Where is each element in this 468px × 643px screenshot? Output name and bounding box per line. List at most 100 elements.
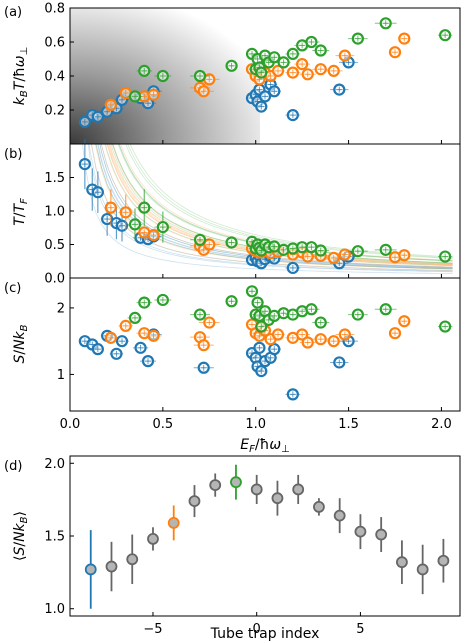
- panel-label-d: (d): [4, 459, 22, 474]
- model-curve: [82, 144, 453, 274]
- data-point: [388, 327, 402, 340]
- data-point: [104, 98, 117, 112]
- data-point: [268, 51, 281, 64]
- data-series: [127, 17, 453, 103]
- data-point: [375, 517, 388, 552]
- data-point: [439, 29, 452, 42]
- data-point: [379, 303, 392, 316]
- panel-b-ylabel: T/TF: [12, 198, 30, 226]
- y-tick-label: 0.0: [44, 272, 65, 287]
- data-point: [338, 248, 351, 261]
- data-point: [286, 108, 299, 122]
- panel-b: 0.0 0.5 1.0 1.5 (b) T/TF: [4, 139, 461, 287]
- data-point: [314, 244, 327, 257]
- data-point: [301, 68, 314, 81]
- data-point: [292, 474, 305, 504]
- data-point: [156, 69, 169, 83]
- data-point: [188, 485, 201, 518]
- data-point: [305, 241, 318, 254]
- x-tick-label: 0: [253, 622, 261, 637]
- data-point: [119, 319, 132, 332]
- marker: [333, 509, 346, 522]
- data-point: [193, 69, 207, 83]
- y-tick-label: 1: [57, 368, 65, 383]
- data-point: [255, 365, 268, 378]
- data-point: [115, 219, 129, 232]
- marker: [209, 479, 222, 491]
- data-point: [338, 328, 351, 341]
- data-point: [398, 32, 411, 45]
- y-tick-label: 2: [57, 301, 65, 316]
- marker: [396, 556, 408, 569]
- data-point: [286, 261, 299, 275]
- data-point: [271, 64, 285, 78]
- data-point: [379, 17, 392, 30]
- marker: [271, 492, 284, 505]
- data-point: [351, 308, 364, 321]
- y-tick-label: 1.0: [44, 205, 65, 220]
- data-point: [271, 328, 285, 341]
- marker: [188, 495, 201, 507]
- y-tick-label: 0.2: [44, 104, 65, 119]
- data-point: [437, 538, 450, 583]
- data-point: [286, 388, 299, 401]
- data-point: [193, 308, 207, 321]
- data-point: [128, 311, 142, 324]
- data-point: [225, 295, 238, 308]
- panel-a-ylabel: kBT/ħω⊥: [12, 47, 30, 105]
- data-point: [128, 218, 142, 231]
- data-point: [439, 320, 452, 333]
- panel-c-ylabel: S/NkB: [12, 324, 30, 363]
- data-point: [245, 285, 259, 298]
- data-point: [277, 56, 290, 69]
- data-point: [197, 85, 210, 98]
- x-tick-label: 1.5: [338, 417, 359, 432]
- data-point: [398, 249, 411, 262]
- data-point: [225, 236, 238, 249]
- marker: [167, 517, 180, 529]
- data-point: [301, 336, 314, 349]
- data-point: [193, 233, 207, 246]
- data-point: [388, 46, 402, 59]
- y-tick-label: 0.8: [44, 2, 65, 17]
- data-point: [147, 229, 160, 242]
- data-point: [351, 32, 364, 45]
- marker: [126, 553, 139, 566]
- data-point: [119, 206, 132, 219]
- data-point: [286, 47, 299, 61]
- panel-c-frame: [69, 277, 461, 412]
- data-point: [105, 541, 118, 592]
- x-tick-label: 0.5: [153, 417, 174, 432]
- data-point: [91, 110, 104, 123]
- y-tick-label: 1.5: [44, 530, 65, 545]
- data-point: [255, 66, 268, 79]
- data-point: [313, 498, 325, 516]
- y-tick-label: 1.0: [44, 602, 65, 617]
- data-point: [253, 341, 266, 354]
- data-point: [286, 66, 299, 79]
- data-point: [439, 250, 452, 263]
- data-point: [296, 57, 309, 71]
- data-point: [327, 335, 340, 348]
- data-point: [296, 328, 309, 341]
- data-point: [314, 316, 327, 329]
- panel-c: 1 2 0.0 0.5 1.0 1.5 2.0 (c) S/NkB EF/ħω⊥: [4, 277, 461, 455]
- data-point: [398, 315, 411, 328]
- data-point: [250, 474, 263, 504]
- data-point: [327, 251, 340, 264]
- data-point: [225, 59, 238, 72]
- marker: [354, 525, 367, 538]
- data-point: [258, 305, 272, 318]
- data-point: [104, 331, 117, 344]
- data-point: [91, 343, 104, 356]
- data-point: [167, 505, 180, 541]
- data-point: [251, 296, 264, 309]
- data-point: [104, 201, 117, 214]
- data-point: [147, 527, 159, 551]
- y-tick-label: 1.5: [44, 171, 65, 186]
- data-series: [127, 189, 453, 263]
- y-tick-label: 2.0: [44, 457, 65, 472]
- data-point: [379, 243, 392, 256]
- x-tick-label: 5: [356, 622, 364, 637]
